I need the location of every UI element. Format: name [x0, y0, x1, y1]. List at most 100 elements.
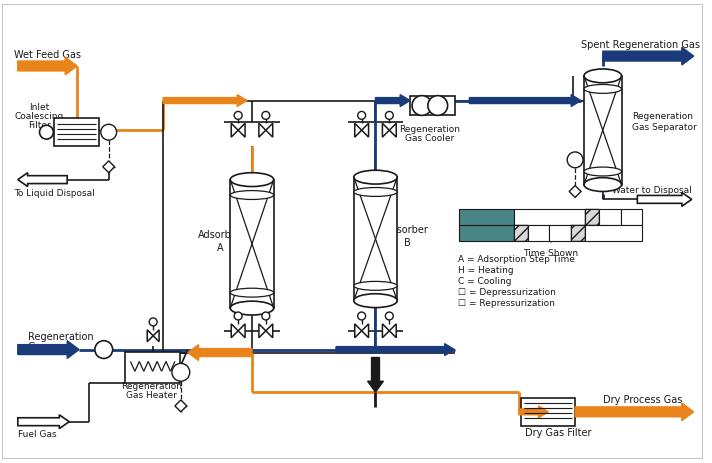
Text: A: A	[546, 213, 553, 222]
Polygon shape	[175, 400, 187, 412]
Polygon shape	[389, 324, 397, 338]
Bar	[550, 225, 571, 241]
Circle shape	[150, 318, 157, 326]
Polygon shape	[231, 324, 238, 338]
Text: Regeneration: Regeneration	[632, 112, 693, 121]
Polygon shape	[382, 124, 389, 138]
Text: H: H	[607, 213, 613, 222]
Circle shape	[412, 96, 431, 116]
Bar	[459, 225, 514, 241]
Text: C = Cooling: C = Cooling	[458, 276, 511, 285]
Circle shape	[234, 112, 242, 120]
Text: Gas Separator: Gas Separator	[632, 123, 697, 131]
Text: Fuel Gas: Fuel Gas	[19, 429, 57, 438]
Ellipse shape	[584, 178, 622, 192]
Circle shape	[95, 341, 112, 359]
Bar	[514, 210, 585, 225]
Text: C: C	[628, 213, 634, 222]
Polygon shape	[569, 186, 581, 198]
Ellipse shape	[584, 70, 622, 84]
Text: Regeneration: Regeneration	[28, 331, 93, 341]
Bar	[354, 178, 397, 301]
Bar	[528, 225, 550, 241]
Bar	[54, 119, 99, 147]
Polygon shape	[188, 345, 252, 361]
Polygon shape	[336, 344, 454, 356]
Text: Adsorber: Adsorber	[385, 225, 429, 235]
Circle shape	[385, 313, 393, 320]
Circle shape	[357, 313, 366, 320]
Text: Gas Heater: Gas Heater	[126, 390, 177, 399]
Text: ☐ = Depressurization: ☐ = Depressurization	[458, 287, 555, 296]
Ellipse shape	[584, 85, 622, 94]
Text: Adsorber: Adsorber	[199, 230, 242, 239]
Polygon shape	[18, 173, 67, 187]
Ellipse shape	[230, 288, 273, 297]
Ellipse shape	[230, 173, 273, 187]
Text: Time Shown: Time Shown	[523, 249, 578, 258]
Bar	[514, 225, 528, 241]
Text: TC: TC	[176, 368, 186, 377]
Bar	[585, 225, 642, 241]
Polygon shape	[163, 95, 247, 107]
Bar	[584, 77, 622, 185]
Polygon shape	[469, 95, 581, 107]
Ellipse shape	[584, 168, 622, 176]
Ellipse shape	[354, 282, 397, 291]
Text: H = Heating: H = Heating	[458, 265, 513, 275]
Polygon shape	[103, 162, 115, 173]
Circle shape	[385, 112, 393, 120]
Polygon shape	[603, 48, 693, 66]
Circle shape	[234, 313, 242, 320]
Bar	[599, 210, 621, 225]
Text: ☐ = Repressurization: ☐ = Repressurization	[458, 298, 555, 307]
Circle shape	[428, 96, 448, 116]
Circle shape	[172, 363, 189, 382]
Text: A: A	[217, 242, 224, 252]
Polygon shape	[153, 330, 159, 342]
Polygon shape	[259, 124, 266, 138]
Text: Dry Process Gas: Dry Process Gas	[602, 394, 682, 404]
Text: Dry Gas Filter: Dry Gas Filter	[525, 427, 592, 437]
Ellipse shape	[230, 191, 273, 200]
Polygon shape	[362, 324, 369, 338]
Polygon shape	[519, 406, 548, 418]
Bar	[585, 210, 599, 225]
Circle shape	[567, 153, 583, 169]
Circle shape	[40, 126, 53, 140]
Polygon shape	[18, 415, 69, 429]
Text: M: M	[43, 131, 49, 135]
Ellipse shape	[354, 171, 397, 185]
Text: C: C	[557, 229, 563, 238]
Text: To Liquid Disposal: To Liquid Disposal	[14, 188, 95, 198]
Bar	[230, 180, 273, 308]
Polygon shape	[637, 193, 691, 207]
Bar	[459, 210, 514, 225]
Polygon shape	[575, 403, 693, 421]
Text: B: B	[404, 238, 411, 247]
Text: LC: LC	[570, 156, 580, 165]
Text: A = Adsorption Step Time: A = Adsorption Step Time	[458, 255, 575, 263]
Circle shape	[262, 112, 270, 120]
Text: A: A	[611, 229, 617, 238]
Text: Adsorber A: Adsorber A	[464, 213, 509, 222]
Bar	[571, 225, 585, 241]
Circle shape	[357, 112, 366, 120]
Bar	[571, 225, 585, 241]
Polygon shape	[389, 124, 397, 138]
Text: Regeneration: Regeneration	[121, 381, 182, 390]
Polygon shape	[266, 324, 273, 338]
Text: Coalescing: Coalescing	[15, 112, 64, 121]
Polygon shape	[382, 324, 389, 338]
Text: Adsorber B: Adsorber B	[464, 229, 509, 238]
Polygon shape	[355, 324, 362, 338]
Ellipse shape	[354, 294, 397, 308]
Text: Gas: Gas	[28, 341, 46, 351]
Bar	[520, 398, 575, 426]
Bar	[621, 210, 642, 225]
Bar	[125, 352, 180, 383]
Text: Wet Feed Gas: Wet Feed Gas	[14, 50, 81, 60]
Text: Spent Regeneration Gas: Spent Regeneration Gas	[581, 40, 700, 50]
Polygon shape	[238, 324, 245, 338]
Text: Filter: Filter	[28, 120, 51, 130]
